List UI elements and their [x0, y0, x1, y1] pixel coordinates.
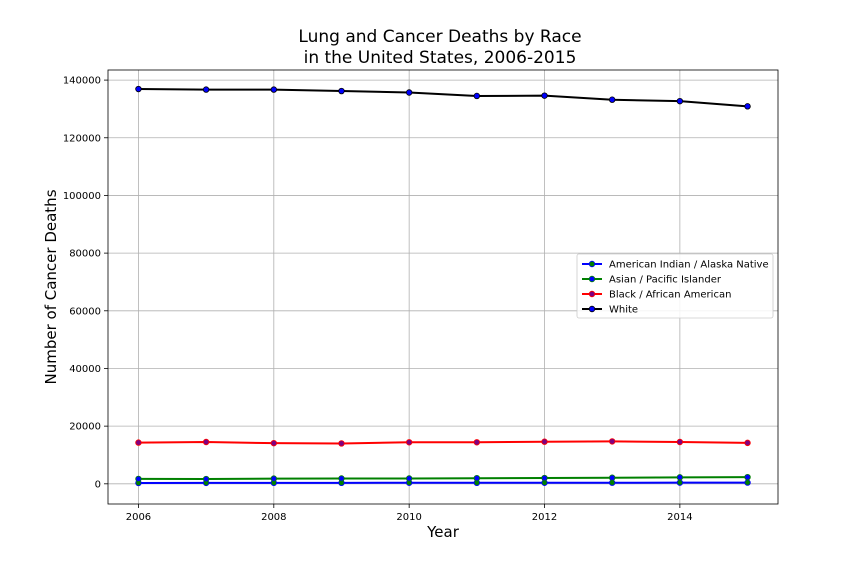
data-point	[202, 438, 210, 446]
legend-swatch-marker	[588, 305, 596, 313]
data-point	[744, 439, 751, 447]
data-point	[135, 475, 142, 483]
data-point	[676, 438, 684, 446]
data-point	[608, 96, 616, 103]
plot-frame	[107, 69, 779, 505]
legend-box	[576, 253, 774, 319]
data-point	[473, 439, 481, 446]
data-point	[270, 475, 278, 482]
chart-title-line-2: in the United States, 2006-2015	[304, 48, 577, 68]
series-group	[135, 85, 751, 487]
data-point	[135, 439, 142, 446]
data-point	[405, 439, 413, 446]
data-point	[135, 85, 142, 93]
chart-title-line-1: Lung and Cancer Deaths by Race	[298, 27, 581, 47]
x-axis-label: Year	[426, 523, 460, 541]
data-point	[202, 475, 210, 483]
data-point	[608, 474, 616, 481]
data-point	[744, 473, 751, 481]
data-point	[405, 89, 413, 96]
legend: American Indian / Alaska Native Asian / P…	[576, 253, 774, 319]
data-point	[541, 438, 548, 445]
x-tick-label: 2008	[261, 512, 286, 523]
y-tick-label: 140000	[63, 76, 101, 87]
x-tick-label: 2014	[667, 512, 692, 523]
data-point	[541, 92, 548, 99]
data-point	[338, 87, 345, 95]
legend-swatch-marker	[588, 290, 596, 298]
legend-swatch-marker	[588, 275, 596, 283]
data-point	[541, 474, 548, 482]
legend-entry-label: Asian / Pacific Islander	[609, 275, 722, 286]
y-tick-label: 20000	[69, 422, 101, 433]
legend-swatch-marker	[588, 260, 596, 268]
data-point	[473, 92, 481, 100]
x-tick-label: 2006	[126, 512, 151, 523]
x-tick-label: 2012	[532, 512, 557, 523]
data-point	[338, 475, 345, 482]
data-point	[473, 474, 481, 482]
x-tick-label: 2010	[396, 512, 421, 523]
series-line-1	[138, 476, 748, 481]
series-line-3	[138, 88, 748, 108]
data-point	[744, 103, 751, 110]
data-point	[676, 97, 684, 105]
series-line-2	[138, 440, 748, 445]
data-point	[270, 86, 278, 93]
y-tick-label: 40000	[69, 364, 101, 375]
y-tick-label: 0	[95, 479, 101, 490]
y-tick-label: 60000	[69, 306, 101, 317]
y-axis-label: Number of Cancer Deaths	[42, 189, 60, 384]
legend-entry-label: American Indian / Alaska Native	[609, 260, 769, 271]
y-tick-label: 120000	[63, 133, 101, 144]
axis-ticks: 2006 2008 2010 2012 2014 0 20000 40000 60000 8000…	[63, 76, 693, 523]
y-tick-label: 80000	[69, 249, 101, 260]
data-point	[270, 439, 278, 447]
data-point	[676, 479, 684, 486]
legend-entry-label: Black / African American	[609, 290, 731, 301]
data-point	[608, 438, 616, 445]
data-point	[202, 86, 210, 93]
data-point	[405, 475, 413, 482]
legend-entry-label: White	[609, 305, 638, 316]
y-tick-label: 100000	[63, 191, 101, 202]
data-point	[338, 440, 345, 447]
data-point	[744, 479, 751, 486]
data-point	[676, 474, 684, 481]
